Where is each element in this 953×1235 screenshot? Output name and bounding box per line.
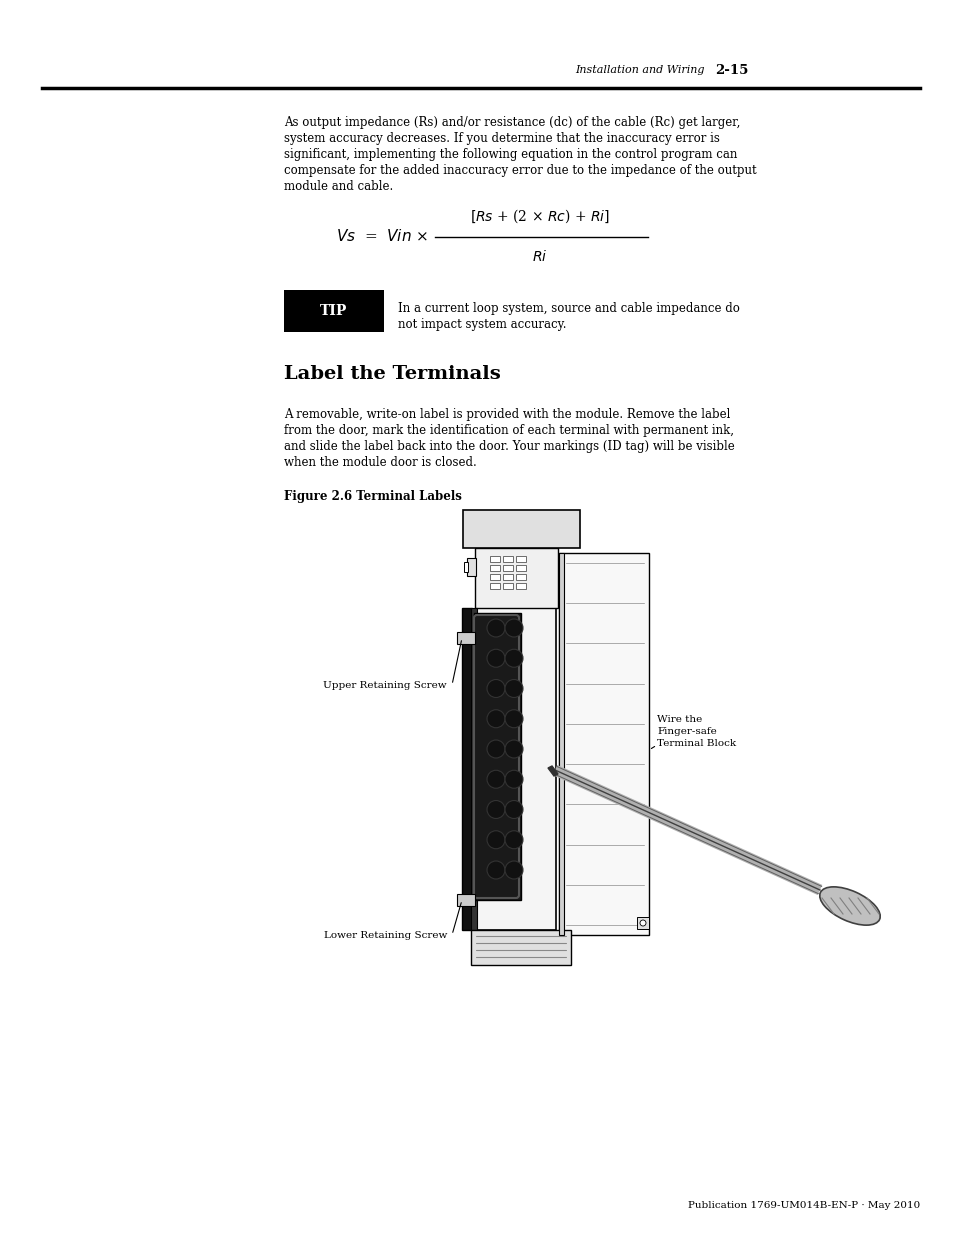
Circle shape [504, 740, 522, 758]
Text: from the door, mark the identification of each terminal with permanent ink,: from the door, mark the identification o… [284, 424, 733, 437]
Bar [502, 574, 513, 580]
Text: $\mathit{Ri}$: $\mathit{Ri}$ [532, 249, 547, 264]
Circle shape [486, 861, 504, 879]
Bar [456, 894, 475, 906]
Ellipse shape [819, 887, 880, 925]
Circle shape [486, 619, 504, 637]
Text: module and cable.: module and cable. [284, 180, 393, 193]
Text: 2-15: 2-15 [714, 63, 747, 77]
Bar [637, 918, 648, 929]
Circle shape [504, 679, 522, 698]
Text: TIP: TIP [320, 304, 347, 317]
Text: when the module door is closed.: when the module door is closed. [284, 456, 476, 469]
Bar [502, 583, 513, 589]
Bar [490, 583, 499, 589]
Bar [456, 632, 475, 643]
Circle shape [486, 650, 504, 667]
Text: Publication 1769-UM014B-EN-P · May 2010: Publication 1769-UM014B-EN-P · May 2010 [687, 1200, 919, 1209]
Text: Label the Terminals: Label the Terminals [284, 366, 500, 383]
FancyBboxPatch shape [474, 615, 518, 898]
Polygon shape [547, 766, 558, 776]
Circle shape [504, 771, 522, 788]
Circle shape [486, 740, 504, 758]
Bar [558, 553, 563, 935]
Bar [516, 556, 525, 562]
Text: $\mathit{[Rs}$ + (2 × $\mathit{Rc}$) + $\mathit{Ri}]$: $\mathit{[Rs}$ + (2 × $\mathit{Rc}$) + $… [470, 207, 609, 225]
Text: Installation and Wiring: Installation and Wiring [575, 65, 704, 75]
Bar [502, 564, 513, 571]
Text: In a current loop system, source and cable impedance do: In a current loop system, source and cab… [397, 303, 740, 315]
Bar [475, 548, 558, 608]
Bar [502, 556, 513, 562]
Bar [516, 583, 525, 589]
Text: system accuracy decreases. If you determine that the inaccuracy error is: system accuracy decreases. If you determ… [284, 132, 720, 144]
Circle shape [486, 800, 504, 819]
Bar [490, 564, 499, 571]
Bar [490, 556, 499, 562]
Circle shape [504, 619, 522, 637]
Bar [284, 290, 384, 332]
Text: Wire the
Finger-safe
Terminal Block: Wire the Finger-safe Terminal Block [657, 715, 736, 747]
Text: A removable, write-on label is provided with the module. Remove the label: A removable, write-on label is provided … [284, 408, 730, 421]
Bar [516, 564, 525, 571]
Bar [467, 558, 476, 576]
Circle shape [639, 920, 645, 926]
Bar [463, 562, 468, 572]
Text: significant, implementing the following equation in the control program can: significant, implementing the following … [284, 148, 737, 161]
Circle shape [504, 861, 522, 879]
Circle shape [486, 710, 504, 727]
Bar [461, 608, 472, 930]
Text: $\mathit{Vs}$  =  $\mathit{Vin}$ ×: $\mathit{Vs}$ = $\mathit{Vin}$ × [335, 228, 428, 245]
Circle shape [504, 710, 522, 727]
Text: Upper Retaining Screw: Upper Retaining Screw [323, 680, 447, 689]
Circle shape [486, 831, 504, 848]
Bar [462, 510, 579, 548]
Text: As output impedance (Rs) and/or resistance (dc) of the cable (Rc) get larger,: As output impedance (Rs) and/or resistan… [284, 116, 740, 128]
Bar [476, 608, 556, 930]
Text: not impact system accuracy.: not impact system accuracy. [397, 317, 566, 331]
Text: Lower Retaining Screw: Lower Retaining Screw [323, 930, 447, 940]
Circle shape [504, 800, 522, 819]
Bar [471, 608, 476, 930]
Bar [516, 574, 525, 580]
Text: Figure 2.6 Terminal Labels: Figure 2.6 Terminal Labels [284, 490, 461, 503]
Circle shape [504, 831, 522, 848]
Circle shape [486, 679, 504, 698]
Text: compensate for the added inaccuracy error due to the impedance of the output: compensate for the added inaccuracy erro… [284, 164, 756, 177]
Bar [558, 553, 648, 935]
Bar [474, 613, 520, 900]
Bar [490, 574, 499, 580]
Text: and slide the label back into the door. Your markings (ID tag) will be visible: and slide the label back into the door. … [284, 440, 734, 453]
Bar [471, 930, 571, 965]
Circle shape [486, 771, 504, 788]
Circle shape [504, 650, 522, 667]
